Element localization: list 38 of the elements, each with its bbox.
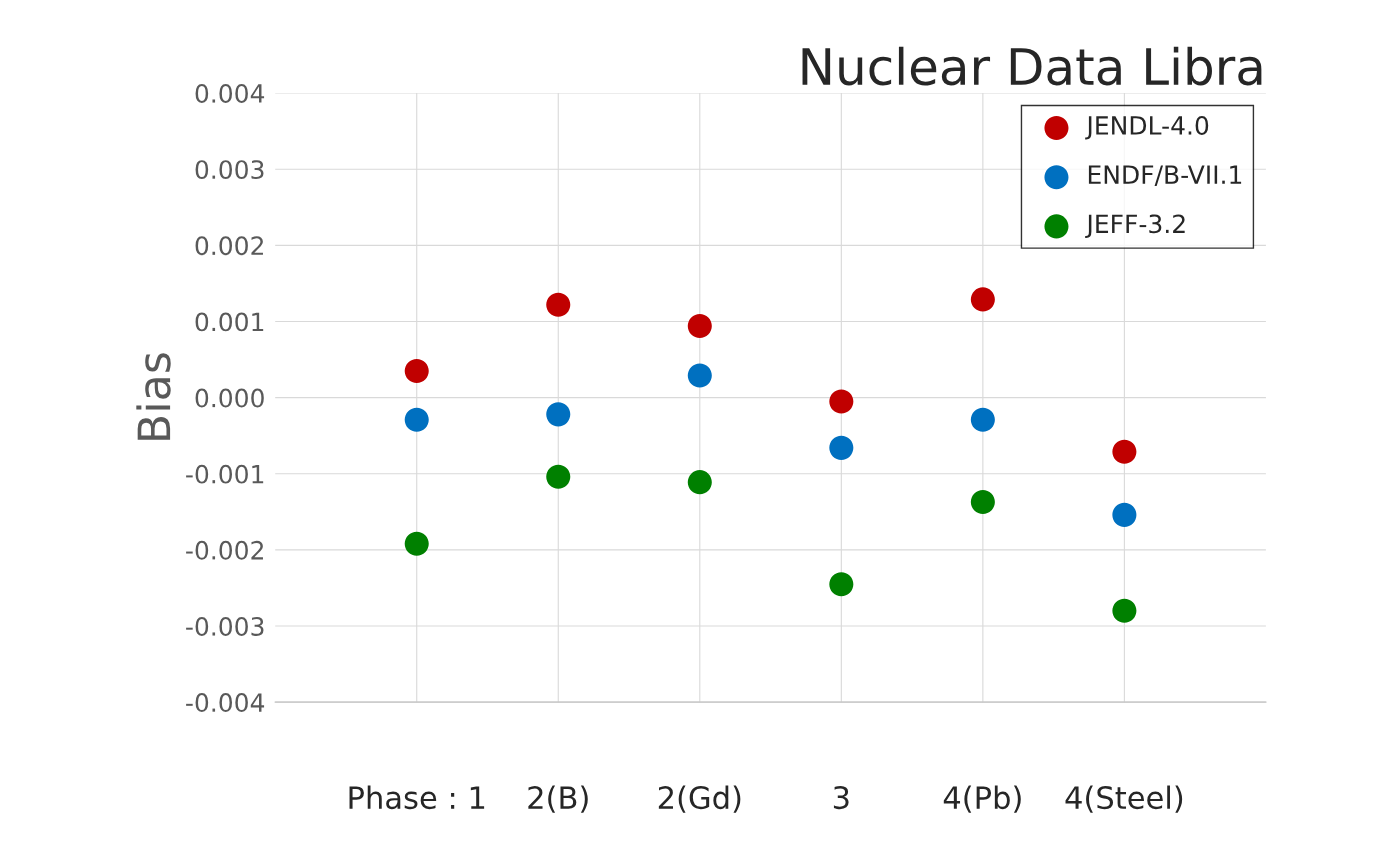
x-tick-label: 2(Gd) — [658, 785, 741, 813]
point — [970, 489, 995, 514]
point — [1112, 439, 1137, 464]
x-tick-label: 4(Steel) — [1065, 785, 1183, 813]
x-tick-label: 2(B) — [528, 785, 588, 813]
y-tick-label: 0.003 — [195, 160, 264, 180]
y-tick-label: 0.000 — [195, 388, 264, 408]
legend-label: ENDF/B-VII.1 — [1088, 165, 1242, 187]
point — [970, 407, 995, 432]
chart-title: Nuclear Data Libra — [802, 46, 1262, 86]
y-tick-label: 0.004 — [195, 84, 265, 103]
point — [970, 287, 995, 312]
y-tick-label: -0.003 — [186, 616, 264, 636]
point — [404, 531, 429, 556]
point — [546, 402, 571, 427]
point — [829, 435, 854, 460]
y-axis-title: Bias — [136, 353, 171, 440]
legend-label: JEFF-3.2 — [1085, 214, 1185, 238]
legend-label: JENDL-4.0 — [1085, 116, 1209, 140]
point — [687, 314, 712, 339]
point — [1112, 502, 1137, 527]
y-tick-label: 0.002 — [195, 236, 263, 256]
y-tick-label: -0.002 — [186, 540, 263, 560]
point — [546, 292, 571, 317]
point — [829, 572, 854, 597]
point — [546, 464, 571, 489]
point — [404, 407, 429, 432]
y-tick-label: -0.004 — [186, 693, 265, 713]
y-tick-label: -0.001 — [186, 464, 264, 484]
point — [404, 358, 429, 383]
point — [687, 363, 712, 388]
x-tick-label: 4(Pb) — [943, 785, 1021, 813]
point — [687, 470, 712, 495]
point — [829, 389, 854, 414]
x-tick-label: Phase : 1 — [349, 785, 485, 810]
point — [1112, 598, 1137, 623]
x-tick-label: 3 — [833, 786, 849, 810]
y-tick-label: 0.001 — [195, 312, 264, 332]
